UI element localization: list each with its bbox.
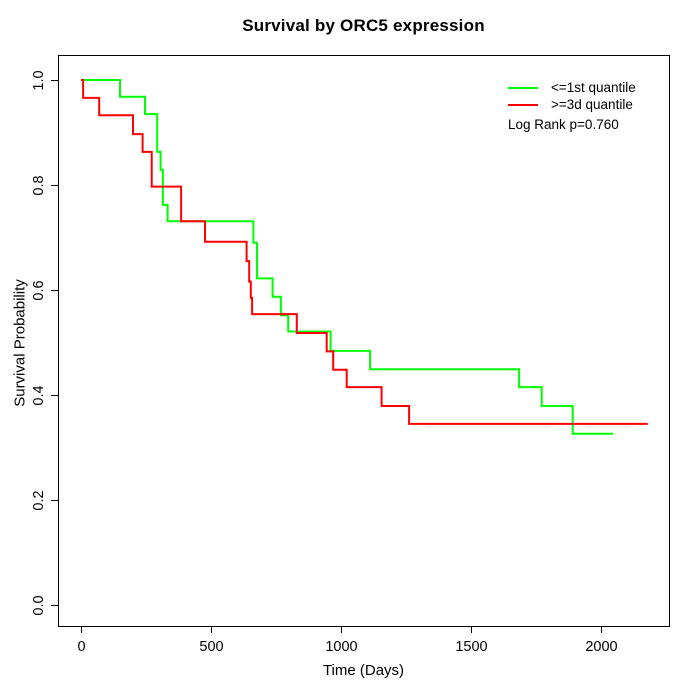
x-tick-label: 0 (77, 639, 85, 655)
x-tick-label: 1000 (325, 639, 357, 655)
y-tick-label: 0.0 (31, 595, 47, 615)
x-axis-label: Time (Days) (322, 662, 405, 679)
legend-item: <=1st quantile (508, 79, 636, 96)
legend: <=1st quantile >=3d quantile (508, 79, 636, 113)
km-curve-high-quantile (81, 79, 648, 425)
legend-label: >=3d quantile (551, 97, 633, 112)
x-tick-label: 2000 (585, 639, 617, 655)
plot-box (58, 55, 670, 627)
km-curve-low-quantile (81, 79, 614, 435)
legend-line-green (508, 86, 538, 89)
y-tick-label: 0.4 (31, 385, 47, 405)
y-tick-label: 1.0 (31, 70, 47, 90)
legend-label: <=1st quantile (551, 80, 636, 95)
y-tick-label: 0.6 (31, 280, 47, 300)
chart-title: Survival by ORC5 expression (242, 16, 485, 35)
y-axis-label: Survival Probability (11, 279, 29, 407)
log-rank-annotation: Log Rank p=0.760 (508, 117, 619, 132)
y-tick-label: 0.8 (31, 175, 47, 195)
x-tick-label: 500 (199, 639, 223, 655)
y-tick-label: 0.2 (31, 490, 47, 510)
legend-line-red (508, 103, 538, 106)
legend-item: >=3d quantile (508, 96, 636, 113)
x-tick-label: 1500 (455, 639, 487, 655)
